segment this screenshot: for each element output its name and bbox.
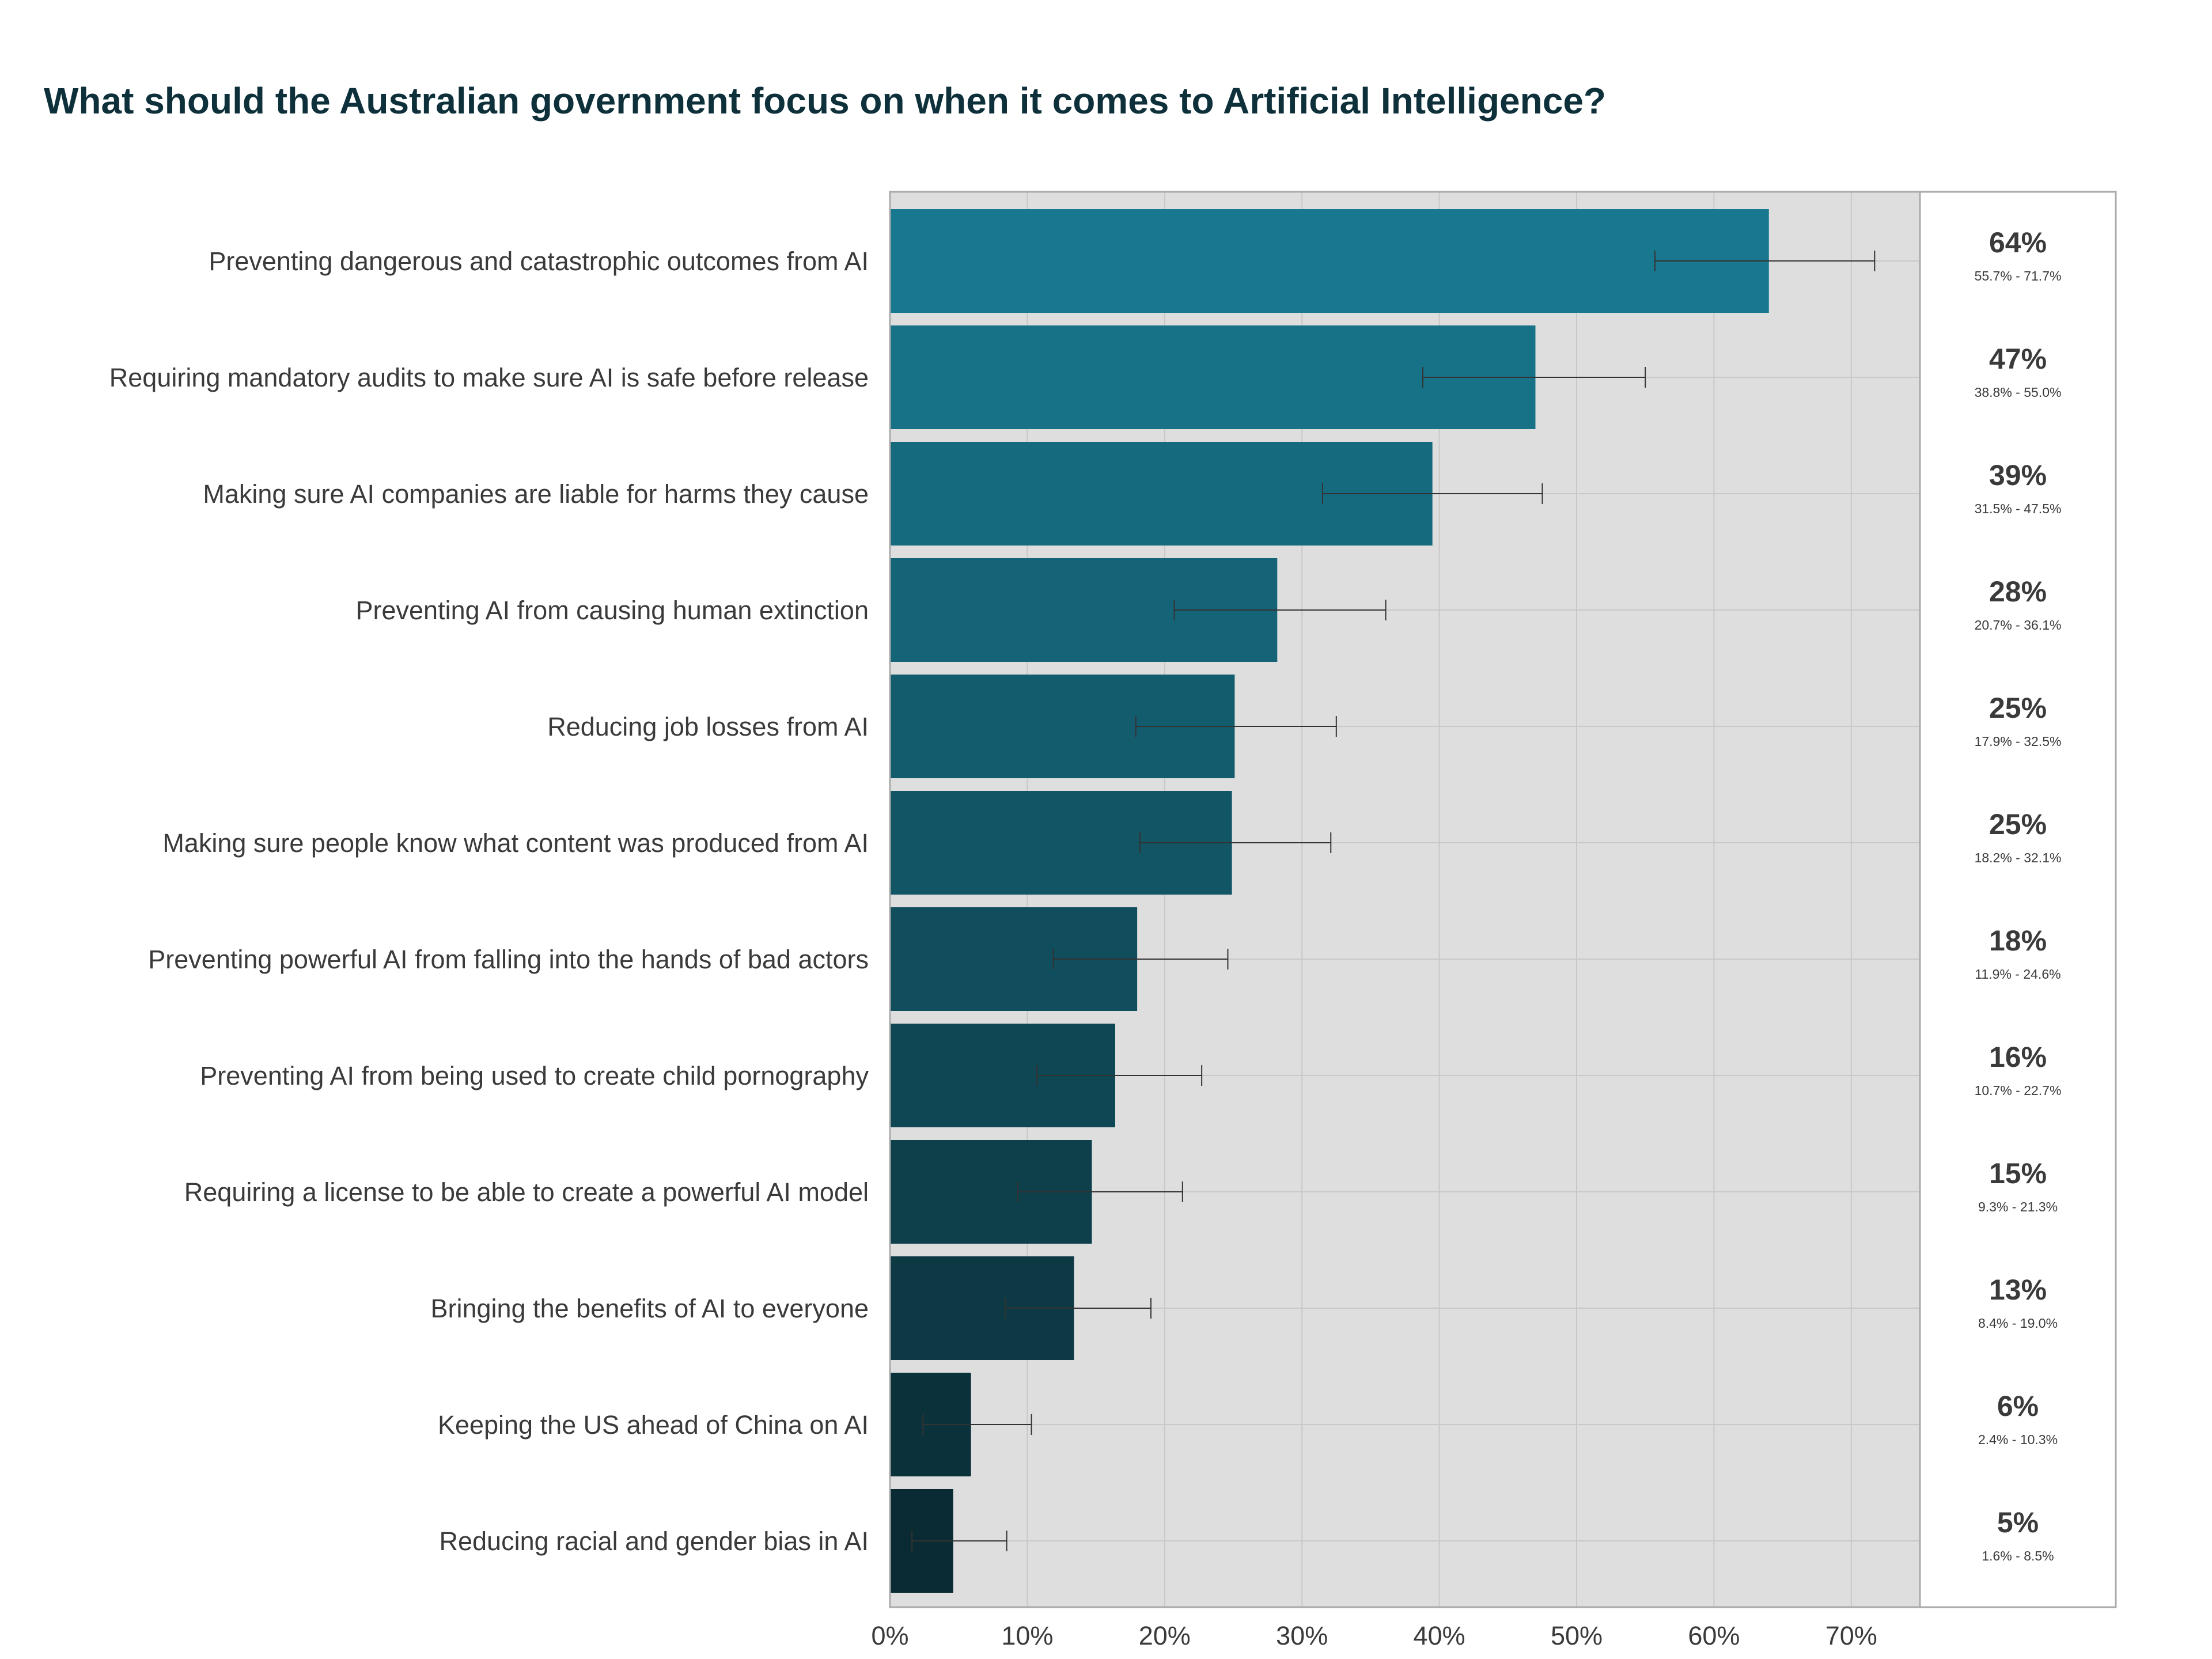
value-label: 25% (1989, 808, 2047, 840)
chart-title: What should the Australian government fo… (44, 80, 1606, 122)
x-tick-label: 50% (1551, 1621, 1603, 1650)
value-label: 25% (1989, 692, 2047, 724)
x-tick-label: 70% (1825, 1621, 1877, 1650)
value-label: 15% (1989, 1157, 2047, 1190)
category-label: Reducing racial and gender bias in AI (440, 1527, 869, 1556)
ci-label: 18.2% - 32.1% (1975, 850, 2062, 865)
bars (890, 209, 1769, 1593)
ci-label: 20.7% - 36.1% (1975, 618, 2062, 632)
ci-label: 10.7% - 22.7% (1975, 1083, 2062, 1098)
x-tick-label: 30% (1276, 1621, 1328, 1650)
category-label: Preventing AI from causing human extinct… (356, 596, 869, 625)
x-tick-label: 10% (1001, 1621, 1053, 1650)
category-label: Reducing job losses from AI (547, 712, 869, 741)
x-tick-label: 40% (1414, 1621, 1465, 1650)
category-label: Requiring mandatory audits to make sure … (109, 363, 869, 392)
value-label: 13% (1989, 1274, 2047, 1306)
value-label: 39% (1989, 459, 2047, 491)
value-labels: 64% 55.7% - 71.7% 47% 38.8% - 55.0% 39% 31.5%… (1975, 226, 2062, 1563)
value-panel (1919, 191, 2117, 1608)
value-label: 64% (1989, 226, 2047, 259)
x-tick-label: 0% (871, 1621, 908, 1650)
error-bars (911, 251, 1876, 1551)
value-label: 28% (1989, 575, 2047, 608)
ci-label: 8.4% - 19.0% (1978, 1316, 2058, 1331)
category-label: Bringing the benefits of AI to everyone (431, 1294, 869, 1323)
value-label: 18% (1989, 925, 2047, 957)
category-label: Keeping the US ahead of China on AI (438, 1410, 869, 1440)
ci-label: 1.6% - 8.5% (1982, 1548, 2054, 1563)
value-label: 16% (1989, 1041, 2047, 1073)
ci-label: 31.5% - 47.5% (1975, 501, 2062, 516)
category-label: Requiring a license to be able to create… (184, 1177, 869, 1207)
ci-label: 11.9% - 24.6% (1975, 967, 2061, 982)
value-label: 47% (1989, 343, 2047, 375)
x-tick-label: 60% (1688, 1621, 1740, 1650)
category-labels: Preventing dangerous and catastrophic ou… (109, 247, 869, 1556)
category-label: Preventing powerful AI from falling into… (148, 945, 869, 974)
ci-label: 55.7% - 71.7% (1975, 268, 2062, 283)
category-label: Preventing AI from being used to create … (200, 1061, 869, 1090)
value-label: 5% (1997, 1506, 2039, 1539)
value-label: 6% (1997, 1390, 2039, 1422)
ci-label: 38.8% - 55.0% (1975, 385, 2062, 400)
ci-label: 9.3% - 21.3% (1978, 1199, 2058, 1214)
ci-label: 2.4% - 10.3% (1978, 1432, 2058, 1447)
x-axis-ticks: 0% 10% 20% 30% 40% 50% 60% 70% (871, 1621, 1877, 1650)
category-label: Preventing dangerous and catastrophic ou… (209, 247, 869, 276)
category-label: Making sure AI companies are liable for … (203, 479, 869, 509)
ci-label: 17.9% - 32.5% (1975, 734, 2062, 749)
category-label: Making sure people know what content was… (162, 828, 869, 858)
x-tick-label: 20% (1139, 1621, 1191, 1650)
bar (890, 209, 1769, 313)
